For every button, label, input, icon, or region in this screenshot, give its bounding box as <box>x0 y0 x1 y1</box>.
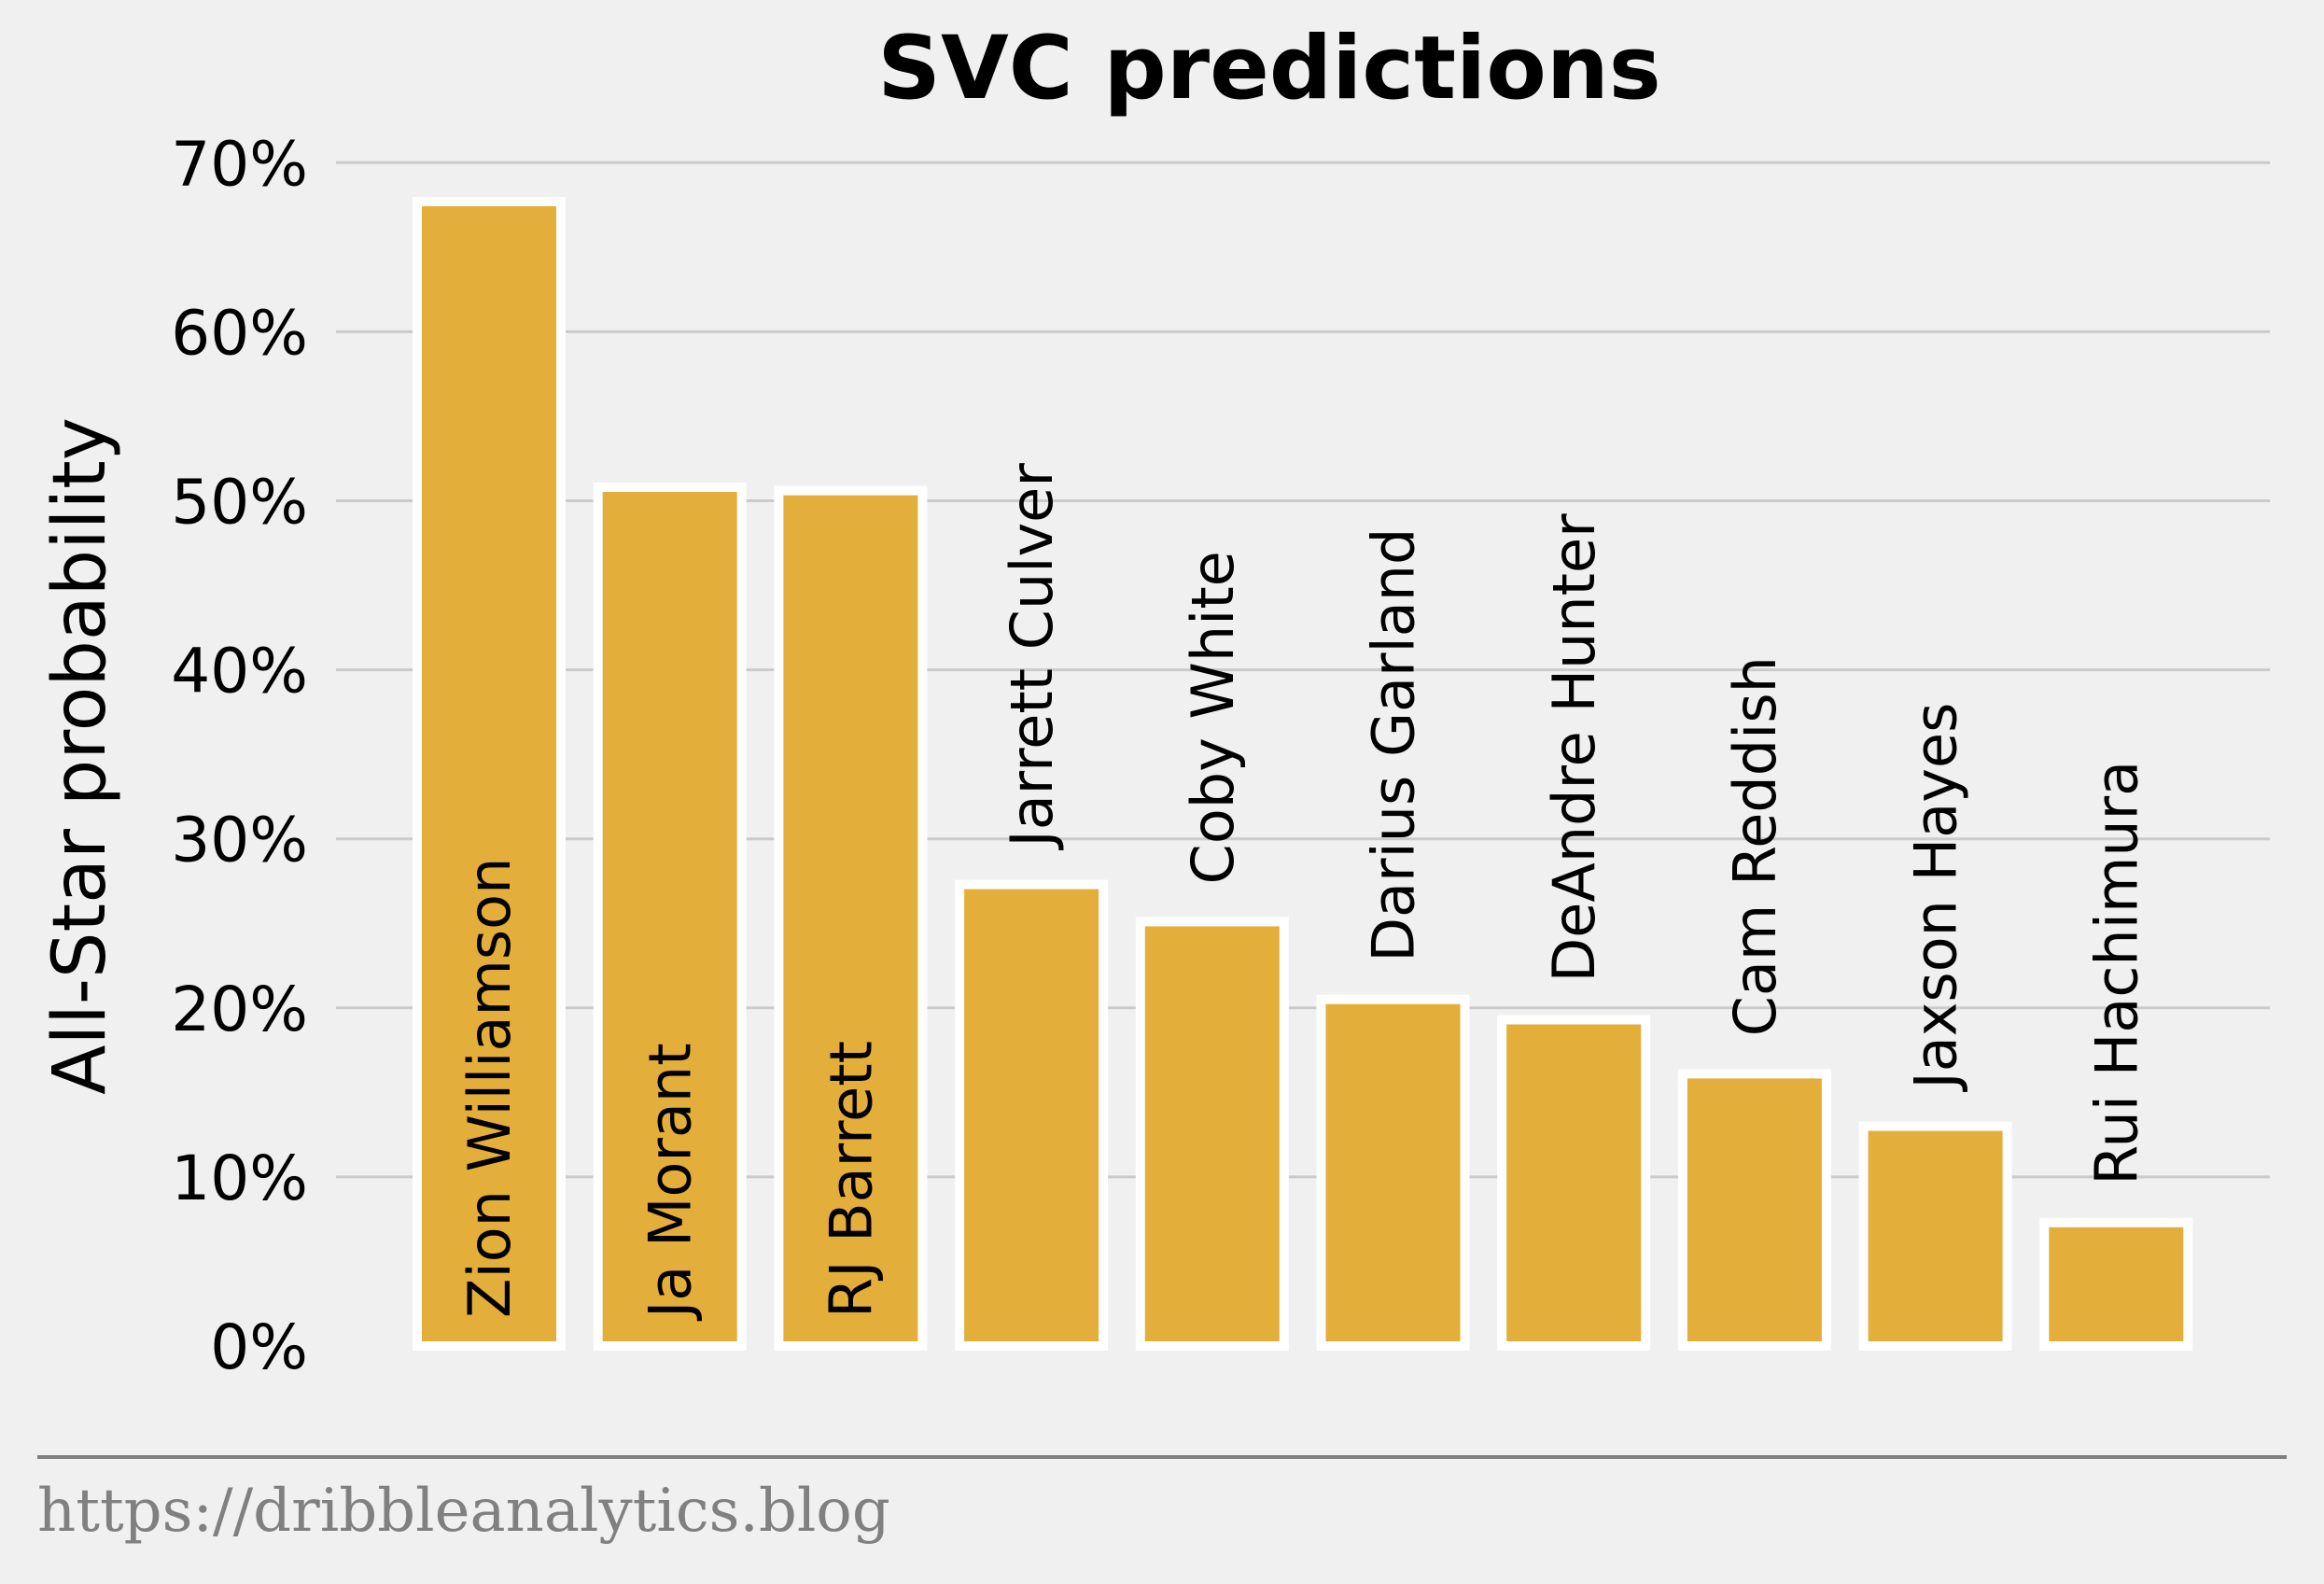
bar <box>593 483 747 1351</box>
y-tick-label: 40% <box>171 636 308 708</box>
bar-label: Jarrett Culver <box>998 463 1066 851</box>
bar-label: Cam Reddish <box>1721 656 1789 1036</box>
bar <box>774 485 928 1351</box>
bar-label: Zion Williamson <box>455 858 524 1318</box>
bar <box>1677 1069 1831 1351</box>
bar <box>1858 1121 2012 1351</box>
y-axis-label: All-Star probability <box>38 417 122 1095</box>
chart-title: SVC predictions <box>877 18 1660 119</box>
y-tick-label: 70% <box>171 128 308 200</box>
bars <box>413 196 2193 1352</box>
bar-label: Rui Hachimura <box>2082 761 2150 1185</box>
y-tick-label: 60% <box>171 297 308 369</box>
y-tick-labels: 0% 10% 20% 30% 40% 50% 60% 70% <box>171 128 308 1383</box>
bar-label: Darius Garland <box>1360 528 1428 962</box>
y-tick-label: 30% <box>171 805 308 876</box>
bar-labels: Zion Williamson Ja Morant RJ Barrett Jarret… <box>455 463 2150 1322</box>
bar-label: DeAndre Hunter <box>1540 513 1608 983</box>
y-tick-label: 10% <box>171 1142 308 1214</box>
bar-label: Coby White <box>1179 551 1247 884</box>
bar <box>955 879 1109 1351</box>
y-tick-label: 20% <box>171 974 308 1045</box>
bar-label: RJ Barrett <box>817 1041 885 1318</box>
bar <box>1135 917 1289 1352</box>
y-tick-label: 0% <box>210 1311 308 1383</box>
bar <box>1497 1015 1651 1352</box>
y-tick-label: 50% <box>171 467 308 539</box>
bar <box>2039 1217 2193 1351</box>
bar <box>413 196 566 1351</box>
bar <box>1316 994 1470 1351</box>
bar-label: Ja Morant <box>637 1044 705 1323</box>
footer-source: https://dribbleanalytics.blog <box>37 1477 890 1546</box>
bar-label: Jaxson Hayes <box>1902 703 1970 1093</box>
